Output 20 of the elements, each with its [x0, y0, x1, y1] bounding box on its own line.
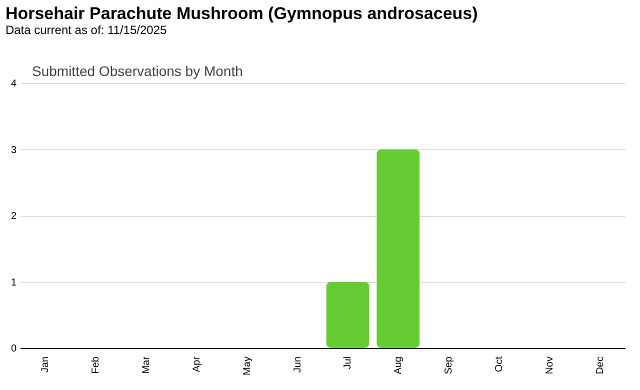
x-tick-label: Sep — [444, 356, 455, 374]
x-tick-label: Nov — [544, 356, 556, 374]
y-tick-label: 4 — [10, 78, 17, 90]
x-tick-label: Dec — [594, 356, 606, 374]
y-tick-label: 2 — [10, 211, 17, 222]
chart-subtitle: Data current as of: 11/15/2025 — [5, 23, 167, 37]
x-tick-label: May — [242, 356, 253, 376]
x-tick-label: Aug — [393, 356, 404, 374]
y-tick-label: 1 — [10, 277, 17, 288]
x-tick-label: Apr — [191, 356, 202, 372]
x-tick-label: Jan — [40, 356, 52, 373]
x-tick-label: Mar — [141, 356, 152, 374]
y-tick-label: 3 — [10, 144, 17, 156]
text: Submitted Observations by Month — [32, 63, 243, 79]
chart-title: Horsehair Parachute Mushroom (Gymnopus androsaceus) — [5, 4, 478, 23]
x-tick-label: Feb — [90, 356, 102, 374]
x-tick-label: Jun — [292, 356, 304, 373]
x-tick-label: Jul — [342, 356, 354, 370]
x-tick-label: Oct — [494, 356, 505, 372]
y-tick-label: 0 — [10, 344, 17, 354]
